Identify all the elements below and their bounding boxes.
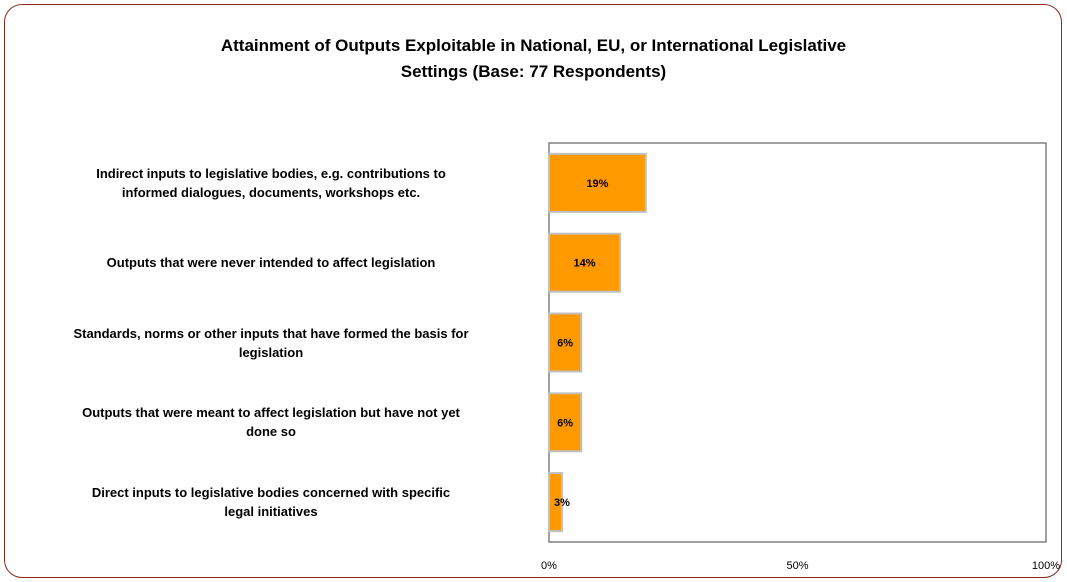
bar-3 — [548, 392, 583, 453]
category-label-3-line-1: done so — [246, 424, 296, 440]
chart-title-line-2: Settings (Base: 77 Respondents) — [400, 62, 667, 81]
category-label-0-line-1: informed dialogues, documents, workshops… — [121, 184, 421, 200]
bar-2 — [548, 312, 583, 373]
category-label-0-line-0: Indirect inputs to legislative bodies, e… — [96, 165, 446, 181]
bar-4 — [548, 472, 563, 533]
x-tick-label-0: 0% — [541, 560, 557, 572]
category-label-4-line-0: Direct inputs to legislative bodies conc… — [91, 485, 451, 501]
category-label-1: Outputs that were never intended to affe… — [8, 253, 534, 272]
category-label-3-line-0: Outputs that were meant to affect legisl… — [82, 405, 460, 421]
data-label-3: 6% — [557, 417, 573, 429]
data-label-2: 6% — [557, 338, 573, 350]
data-label-1: 14% — [573, 258, 595, 270]
category-label-4-line-1: legal initiatives — [224, 504, 318, 520]
category-label-2-line-1: legislation — [238, 344, 304, 360]
bar-1 — [548, 232, 622, 293]
data-label-0: 19% — [586, 178, 608, 190]
category-label-2: Standards, norms or other inputs that ha… — [8, 324, 534, 362]
chart-title-line-1: Attainment of Outputs Exploitable in Nat… — [220, 36, 847, 55]
chart-frame — [4, 4, 1062, 578]
x-tick-label-1: 50% — [786, 560, 808, 572]
x-tick-label-2: 100% — [1032, 560, 1060, 572]
data-label-4: 3% — [554, 497, 570, 509]
bar-0 — [548, 152, 647, 213]
category-label-3: Outputs that were meant to affect legisl… — [8, 403, 534, 441]
category-label-1-line-0: Outputs that were never intended to affe… — [106, 255, 436, 271]
category-label-4: Direct inputs to legislative bodies conc… — [8, 483, 534, 521]
chart-title: Attainment of Outputs Exploitable in Nat… — [0, 33, 1067, 85]
category-label-2-line-0: Standards, norms or other inputs that ha… — [73, 325, 469, 341]
category-label-0: Indirect inputs to legislative bodies, e… — [8, 164, 534, 202]
